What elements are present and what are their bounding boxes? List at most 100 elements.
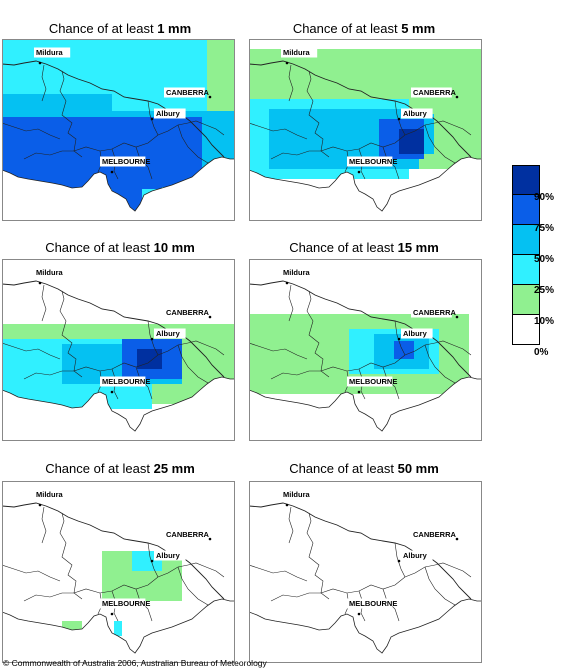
district-boundary — [394, 100, 406, 136]
city-label-bg — [164, 307, 205, 318]
legend-label-10: 10% — [534, 316, 555, 327]
map-frame — [2, 259, 235, 441]
district-boundary — [41, 506, 47, 544]
city-label-bg — [154, 108, 186, 119]
city-label-bg — [401, 328, 433, 339]
map-panel-5mm: Mildura CANBERRA Albury MELBOURNE — [249, 39, 482, 221]
district-boundary — [424, 124, 456, 164]
district-boundary — [249, 122, 308, 140]
probability-region — [137, 349, 162, 369]
district-boundary — [320, 564, 436, 594]
city-marker-mildura — [285, 61, 289, 65]
district-boundary — [288, 284, 294, 322]
panel-title-25mm: Chance of at least 25 mm — [45, 461, 195, 476]
city-label-albury: Albury — [403, 551, 428, 560]
state-border — [249, 60, 472, 158]
probability-region — [2, 94, 112, 114]
panel-title-50mm: Chance of at least 50 mm — [289, 461, 439, 476]
city-label-bg — [154, 328, 186, 339]
city-label-albury: Albury — [403, 109, 428, 118]
city-marker-mildura — [285, 503, 289, 507]
city-label-bg — [401, 550, 433, 561]
map-frame — [249, 481, 482, 663]
city-label-melbourne: MELBOURNE — [349, 599, 397, 608]
coastline — [2, 156, 235, 221]
panel-title-1mm: Chance of at least 1 mm — [48, 21, 192, 36]
city-marker-melbourne — [357, 170, 361, 174]
city-marker-canberra — [208, 95, 212, 99]
map-frame — [2, 39, 235, 221]
city-label-bg — [411, 87, 452, 98]
city-label-bg — [411, 307, 452, 318]
district-boundary — [394, 542, 406, 578]
coastline — [249, 156, 482, 221]
city-label-melbourne: MELBOURNE — [102, 599, 150, 608]
city-label-bg — [164, 529, 205, 540]
district-boundary — [270, 592, 321, 602]
city-label-melbourne: MELBOURNE — [349, 157, 397, 166]
city-label-albury: Albury — [156, 551, 181, 560]
city-label-mildura: Mildura — [36, 48, 63, 57]
district-boundary — [249, 564, 308, 582]
district-boundary — [147, 100, 159, 136]
district-boundary — [187, 120, 225, 136]
city-label-bg — [281, 267, 318, 278]
city-label-bg — [34, 489, 71, 500]
city-marker-melbourne — [110, 170, 114, 174]
city-label-albury: Albury — [156, 329, 181, 338]
city-label-albury: Albury — [156, 109, 181, 118]
state-border — [2, 60, 225, 158]
city-marker-melbourne — [357, 612, 361, 616]
map-panel-1mm: Mildura CANBERRA Albury MELBOURNE — [2, 39, 235, 221]
city-label-mildura: Mildura — [283, 490, 310, 499]
map-frame — [249, 39, 482, 221]
city-marker-mildura — [38, 281, 42, 285]
map-panel-10mm: Mildura CANBERRA Albury MELBOURNE — [2, 259, 235, 441]
city-marker-albury — [150, 117, 154, 121]
district-boundary — [177, 124, 209, 164]
city-label-bg — [347, 598, 393, 609]
district-boundary — [147, 320, 159, 356]
city-label-bg — [347, 156, 393, 167]
district-boundary — [2, 564, 61, 582]
district-boundary — [187, 340, 225, 356]
map-frame — [249, 259, 482, 441]
legend-swatch-90 — [512, 165, 540, 195]
legend-swatch-75 — [512, 195, 540, 225]
district-boundary — [249, 342, 308, 360]
state-border — [249, 502, 472, 600]
city-marker-melbourne — [110, 612, 114, 616]
district-boundary — [2, 342, 61, 360]
city-marker-melbourne — [357, 390, 361, 394]
city-label-melbourne: MELBOURNE — [102, 157, 150, 166]
district-boundary — [288, 64, 294, 102]
city-label-bg — [281, 489, 318, 500]
city-label-bg — [411, 529, 452, 540]
city-marker-albury — [150, 337, 154, 341]
district-boundary — [306, 290, 330, 378]
state-border — [2, 280, 225, 378]
district-boundary — [23, 592, 74, 602]
city-marker-albury — [397, 337, 401, 341]
district-boundary — [424, 566, 456, 606]
city-label-bg — [100, 598, 146, 609]
district-boundary — [434, 562, 472, 578]
city-label-bg — [34, 47, 71, 58]
district-boundary — [394, 320, 406, 356]
district-boundary — [41, 284, 47, 322]
district-boundary — [306, 70, 330, 158]
district-boundary — [177, 566, 209, 606]
district-boundary — [434, 340, 472, 356]
legend-label-90: 90% — [534, 192, 555, 203]
district-boundary — [59, 70, 83, 158]
coastline — [2, 598, 235, 663]
city-label-bg — [164, 87, 205, 98]
city-marker-canberra — [455, 315, 459, 319]
city-marker-canberra — [208, 315, 212, 319]
city-label-canberra: CANBERRA — [166, 88, 210, 97]
city-label-bg — [401, 108, 433, 119]
legend-label-25: 25% — [534, 285, 555, 296]
city-label-bg — [100, 156, 146, 167]
city-label-bg — [154, 550, 186, 561]
district-boundary — [270, 150, 321, 160]
